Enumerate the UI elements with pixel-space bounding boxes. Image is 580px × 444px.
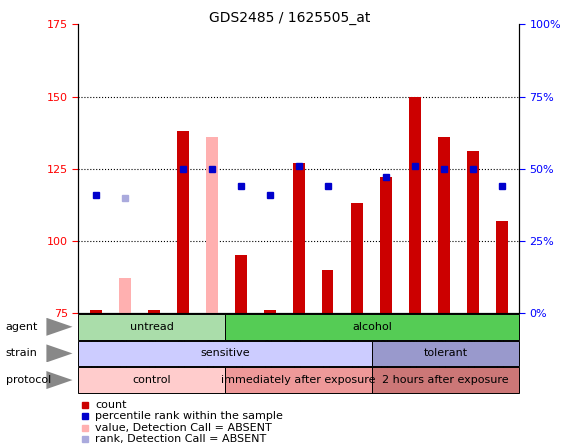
Text: value, Detection Call = ABSENT: value, Detection Call = ABSENT	[95, 423, 272, 432]
Text: agent: agent	[6, 322, 38, 332]
Text: strain: strain	[6, 349, 38, 358]
Bar	[380, 177, 392, 313]
Bar	[148, 310, 160, 313]
Bar	[235, 255, 246, 313]
Bar	[496, 221, 508, 313]
Bar	[372, 341, 519, 366]
Bar	[225, 367, 372, 393]
Bar	[78, 314, 225, 340]
Text: untread: untread	[130, 322, 173, 332]
Text: protocol: protocol	[6, 375, 51, 385]
Bar	[351, 203, 362, 313]
Bar	[177, 131, 189, 313]
Text: count: count	[95, 400, 126, 410]
Bar	[206, 137, 218, 313]
Text: rank, Detection Call = ABSENT: rank, Detection Call = ABSENT	[95, 434, 266, 444]
Bar	[78, 341, 372, 366]
Text: tolerant: tolerant	[423, 349, 467, 358]
Bar	[78, 367, 225, 393]
Bar	[372, 367, 519, 393]
Text: immediately after exposure: immediately after exposure	[222, 375, 376, 385]
Text: percentile rank within the sample: percentile rank within the sample	[95, 412, 283, 421]
Bar	[467, 151, 478, 313]
Text: sensitive: sensitive	[201, 349, 250, 358]
Polygon shape	[46, 371, 72, 389]
Bar	[225, 314, 519, 340]
Bar	[90, 310, 102, 313]
Bar	[322, 270, 334, 313]
Text: alcohol: alcohol	[352, 322, 392, 332]
Bar	[264, 310, 276, 313]
Polygon shape	[46, 318, 72, 336]
Text: control: control	[132, 375, 171, 385]
Text: GDS2485 / 1625505_at: GDS2485 / 1625505_at	[209, 11, 371, 25]
Polygon shape	[46, 345, 72, 362]
Bar	[409, 96, 420, 313]
Bar	[438, 137, 450, 313]
Text: 2 hours after exposure: 2 hours after exposure	[382, 375, 509, 385]
Bar	[119, 278, 130, 313]
Bar	[293, 163, 304, 313]
